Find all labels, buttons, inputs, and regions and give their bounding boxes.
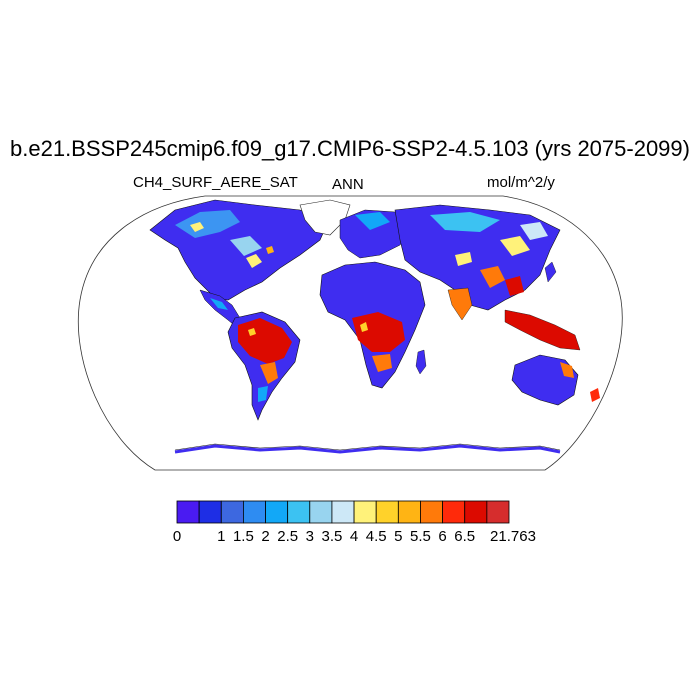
india — [447, 287, 473, 321]
colorbar-swatch-8 — [353, 500, 377, 524]
colorbar-label-11: 6 — [438, 528, 447, 545]
colorbar-swatch-5 — [287, 500, 311, 524]
colorbar-label-2: 1.5 — [232, 528, 254, 545]
variable-label: CH4_SURF_AERE_SAT — [133, 174, 298, 191]
colorbar-label-1: 1 — [217, 528, 226, 545]
colorbar-label-6: 3.5 — [321, 528, 343, 545]
colorbar-label-3: 2 — [261, 528, 270, 545]
colorbar-swatch-10 — [397, 500, 421, 524]
colorbar-label-0: 0 — [172, 528, 182, 545]
colorbar-label-13: 21.763 — [490, 528, 536, 545]
colorbar-label-12: 6.5 — [454, 528, 476, 545]
colorbar-swatch-0 — [176, 500, 200, 524]
colorbar-swatch-9 — [375, 500, 399, 524]
colorbar-label-10: 5.5 — [410, 528, 431, 545]
colorbar-swatch-13 — [464, 500, 488, 524]
colorbar-label-5: 3 — [305, 528, 314, 545]
colorbar-swatch-7 — [331, 500, 355, 524]
colorbar-swatch-14 — [486, 500, 510, 524]
colorbar-swatch-12 — [442, 500, 466, 524]
colorbar-label-9: 5 — [394, 528, 403, 545]
colorbar — [176, 500, 510, 524]
japan — [544, 261, 557, 283]
colorbar-swatch-2 — [220, 500, 244, 524]
colorbar-swatch-6 — [309, 500, 333, 524]
colorbar-swatch-3 — [243, 500, 266, 524]
map-title: b.e21.BSSP245cmip6.f09_g17.CMIP6-SSP2-4.… — [10, 136, 690, 161]
colorbar-swatch-1 — [198, 500, 222, 524]
madagascar — [415, 349, 427, 375]
colorbar-label-8: 4.5 — [365, 528, 387, 545]
colorbar-label-4: 2.5 — [277, 528, 299, 545]
colorbar-swatch-11 — [420, 500, 443, 524]
units-label: mol/m^2/y — [487, 174, 555, 191]
season-label: ANN — [332, 176, 364, 193]
colorbar-swatch-4 — [265, 500, 289, 524]
antarctica — [174, 444, 561, 454]
colorbar-label-7: 4 — [349, 528, 359, 545]
southeast-asia — [504, 309, 581, 351]
greenland — [299, 199, 351, 236]
europe — [339, 209, 411, 259]
congo-hotspot — [352, 312, 405, 352]
australia — [511, 354, 579, 406]
